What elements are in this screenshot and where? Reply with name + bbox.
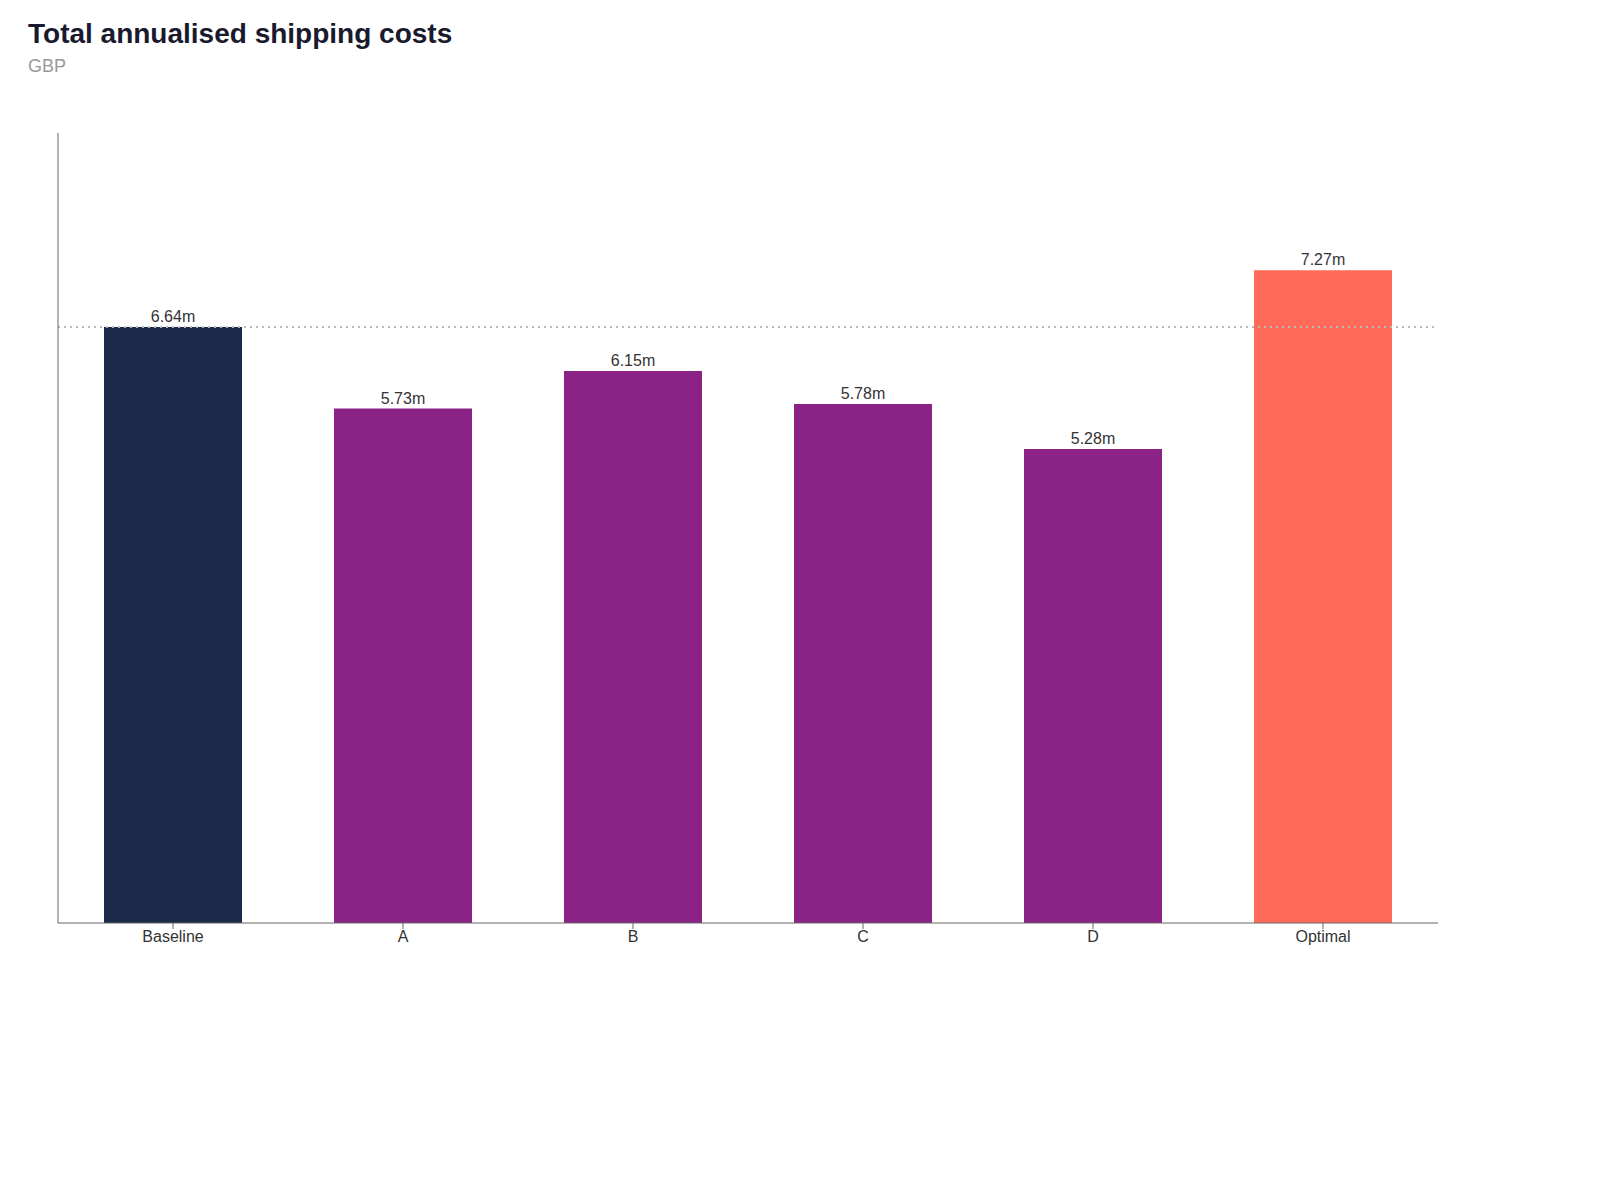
svg-text:B: B xyxy=(628,928,639,945)
svg-text:5.78m: 5.78m xyxy=(841,385,885,402)
svg-text:5.73m: 5.73m xyxy=(381,390,425,407)
html-text:GBP: GBP xyxy=(28,56,66,76)
svg-text:D: D xyxy=(1087,928,1099,945)
svg-text:Baseline: Baseline xyxy=(142,928,203,945)
svg-text:A: A xyxy=(398,928,409,945)
svg-text:Optimal: Optimal xyxy=(1295,928,1350,945)
svg-text:7.27m: 7.27m xyxy=(1301,251,1345,268)
svg-text:C: C xyxy=(857,928,869,945)
html-text:Total annualised shipping cost: Total annualised shipping costs xyxy=(28,18,453,49)
svg-text:5.28m: 5.28m xyxy=(1071,430,1115,447)
svg-text:6.15m: 6.15m xyxy=(611,352,655,369)
svg-text:6.64m: 6.64m xyxy=(151,308,195,325)
